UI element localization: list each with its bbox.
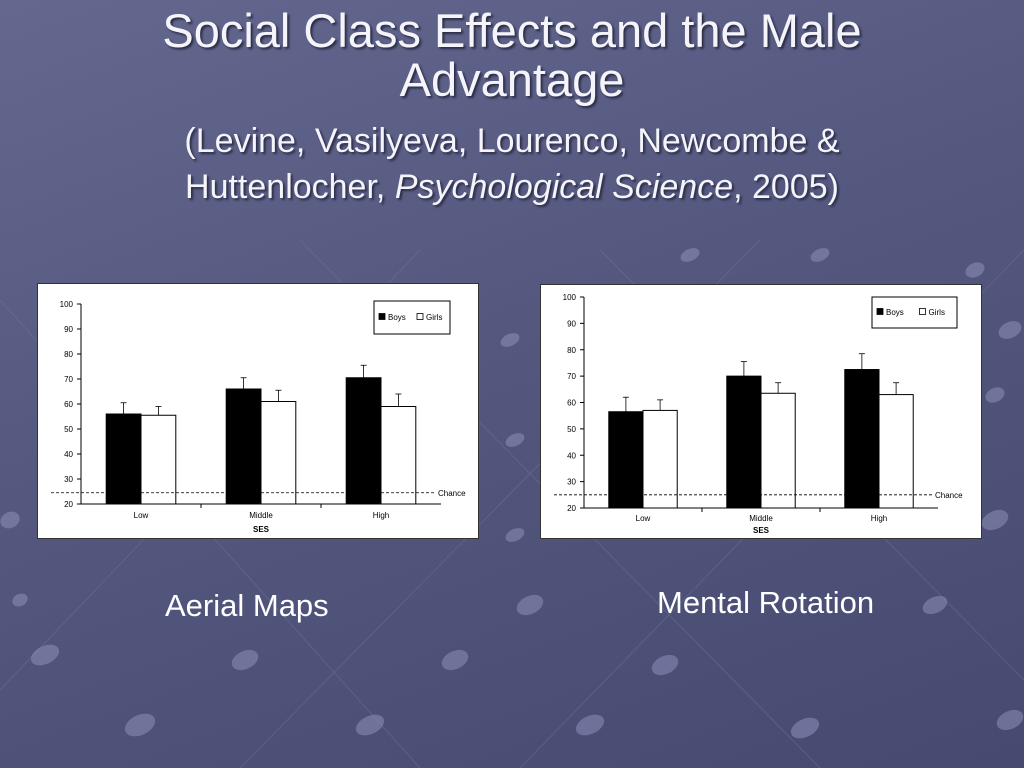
y-tick-label: 50 xyxy=(567,425,576,434)
bar-girls-low xyxy=(642,409,678,509)
bar-boys-low xyxy=(105,413,142,505)
legend-label-boys: Boys xyxy=(388,313,406,322)
x-category-label: High xyxy=(373,511,389,520)
y-tick-label: 80 xyxy=(64,350,73,359)
bar-girls-middle xyxy=(260,401,297,505)
bar-girls-high xyxy=(878,394,914,509)
citation-journal: Psychological Science xyxy=(394,168,734,206)
legend-label-girls: Girls xyxy=(929,308,945,317)
aerial-maps-caption: Aerial Maps xyxy=(165,588,329,623)
chance-label: Chance xyxy=(438,489,466,498)
slide-citation: (Levine, Vasilyeva, Lourenco, Newcombe &… xyxy=(82,118,942,210)
bar-boys-high xyxy=(844,369,880,509)
y-tick-label: 30 xyxy=(64,475,73,484)
aerial-maps-chart-panel: 20 30 40 50 60 70 80 90 100 Low Middle High Chance SE… xyxy=(37,283,479,539)
bar-boys-middle xyxy=(225,388,262,505)
y-tick-label: 100 xyxy=(563,293,577,302)
y-tick-label: 60 xyxy=(64,400,73,409)
x-category-label: High xyxy=(871,514,887,523)
mental-rotation-chart: 20 30 40 50 60 70 80 90 100 Low Middle High Chance SE… xyxy=(554,293,963,535)
slide-title: Social Class Effects and the Male Advant… xyxy=(162,4,862,106)
y-tick-label: 90 xyxy=(64,325,73,334)
bar-boys-middle xyxy=(726,375,762,509)
legend-box xyxy=(871,296,958,329)
bar-boys-high xyxy=(345,377,382,505)
x-axis-title: SES xyxy=(753,526,770,535)
y-tick-label: 70 xyxy=(567,372,576,381)
bar-girls-middle xyxy=(760,392,796,509)
y-tick-label: 90 xyxy=(567,319,576,328)
aerial-maps-chart: 20 30 40 50 60 70 80 90 100 Low Middle High Chance SE… xyxy=(51,300,466,534)
legend-swatch-girls xyxy=(416,313,424,320)
x-category-label: Middle xyxy=(249,511,273,520)
mental-rotation-caption: Mental Rotation xyxy=(657,585,875,620)
mental-rotation-chart-panel: 20 30 40 50 60 70 80 90 100 Low Middle High Chance SE… xyxy=(540,284,982,539)
legend-label-girls: Girls xyxy=(426,313,442,322)
citation-authors: (Levine, Vasilyeva, Lourenco, Newcombe &… xyxy=(184,122,840,206)
x-category-label: Middle xyxy=(749,514,773,523)
y-tick-label: 30 xyxy=(567,478,576,487)
y-tick-label: 70 xyxy=(64,375,73,384)
y-tick-label: 50 xyxy=(64,425,73,434)
y-tick-label: 80 xyxy=(567,346,576,355)
y-tick-label: 20 xyxy=(567,504,576,513)
legend-label-boys: Boys xyxy=(886,308,904,317)
citation-tail: , 2005) xyxy=(733,168,839,206)
x-axis-title: SES xyxy=(253,525,270,534)
y-tick-label: 40 xyxy=(567,451,576,460)
bar-boys-low xyxy=(608,411,644,509)
legend-box xyxy=(373,300,451,335)
y-tick-label: 40 xyxy=(64,450,73,459)
x-category-label: Low xyxy=(134,511,149,520)
y-tick-label: 20 xyxy=(64,500,73,509)
bar-girls-low xyxy=(140,414,177,505)
legend-swatch-boys xyxy=(876,308,884,315)
y-tick-label: 60 xyxy=(567,399,576,408)
legend-swatch-girls xyxy=(919,308,926,315)
x-category-label: Low xyxy=(636,514,651,523)
slide-title-block: Social Class Effects and the Male Advant… xyxy=(0,6,1024,210)
legend-swatch-boys xyxy=(378,313,386,320)
y-tick-label: 100 xyxy=(60,300,74,309)
chance-label: Chance xyxy=(935,491,963,500)
bar-girls-high xyxy=(380,406,417,505)
